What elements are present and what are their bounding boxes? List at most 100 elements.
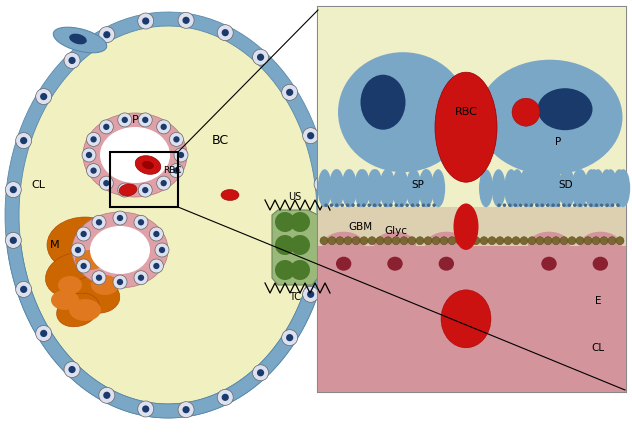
Circle shape <box>584 203 587 207</box>
Ellipse shape <box>153 263 159 269</box>
Circle shape <box>290 235 310 255</box>
Circle shape <box>392 237 400 245</box>
Circle shape <box>149 227 164 241</box>
Bar <box>318 246 626 392</box>
Ellipse shape <box>161 180 167 186</box>
Ellipse shape <box>343 169 357 207</box>
Ellipse shape <box>138 275 144 281</box>
Circle shape <box>328 237 336 245</box>
Circle shape <box>584 237 592 245</box>
Ellipse shape <box>68 57 76 64</box>
Ellipse shape <box>117 279 123 285</box>
Ellipse shape <box>549 169 562 207</box>
Circle shape <box>384 237 392 245</box>
Ellipse shape <box>544 169 558 207</box>
Ellipse shape <box>142 117 149 123</box>
Ellipse shape <box>103 392 111 399</box>
Ellipse shape <box>541 257 557 271</box>
Ellipse shape <box>604 169 617 207</box>
Circle shape <box>303 286 319 302</box>
Ellipse shape <box>425 232 468 260</box>
Ellipse shape <box>407 169 422 207</box>
Circle shape <box>600 203 604 207</box>
Ellipse shape <box>80 231 87 237</box>
Ellipse shape <box>142 18 149 25</box>
Circle shape <box>512 98 540 126</box>
Circle shape <box>253 49 269 65</box>
Ellipse shape <box>319 242 325 249</box>
Ellipse shape <box>367 169 381 207</box>
Circle shape <box>138 401 154 417</box>
Ellipse shape <box>83 113 187 197</box>
Ellipse shape <box>374 232 416 260</box>
Text: CL: CL <box>31 180 45 190</box>
Ellipse shape <box>70 277 120 313</box>
Ellipse shape <box>504 169 518 207</box>
Ellipse shape <box>91 275 119 295</box>
Ellipse shape <box>103 180 109 186</box>
Ellipse shape <box>418 169 432 207</box>
Circle shape <box>551 203 555 207</box>
Circle shape <box>99 176 113 190</box>
Ellipse shape <box>338 52 468 172</box>
Ellipse shape <box>528 232 570 260</box>
Ellipse shape <box>587 169 601 207</box>
Circle shape <box>99 387 115 403</box>
Circle shape <box>303 128 319 144</box>
Ellipse shape <box>80 263 87 269</box>
Ellipse shape <box>103 124 109 130</box>
Ellipse shape <box>142 161 154 169</box>
Circle shape <box>432 237 440 245</box>
Polygon shape <box>272 210 318 285</box>
Circle shape <box>35 88 52 105</box>
Circle shape <box>360 237 368 245</box>
Ellipse shape <box>96 219 102 225</box>
Circle shape <box>616 237 624 245</box>
Ellipse shape <box>286 334 293 341</box>
Circle shape <box>496 237 504 245</box>
Circle shape <box>488 237 496 245</box>
Ellipse shape <box>20 137 27 144</box>
Ellipse shape <box>329 169 343 207</box>
Circle shape <box>87 132 100 147</box>
Circle shape <box>35 326 52 341</box>
Ellipse shape <box>593 257 608 271</box>
Ellipse shape <box>142 405 149 413</box>
Ellipse shape <box>20 286 27 293</box>
Ellipse shape <box>9 237 17 244</box>
Ellipse shape <box>173 168 179 174</box>
Ellipse shape <box>183 17 190 24</box>
Circle shape <box>440 237 448 245</box>
Circle shape <box>530 203 533 207</box>
Circle shape <box>134 215 148 229</box>
Circle shape <box>562 203 566 207</box>
Ellipse shape <box>342 169 356 207</box>
Circle shape <box>113 211 127 225</box>
Circle shape <box>217 25 233 40</box>
Circle shape <box>424 237 432 245</box>
Circle shape <box>400 203 403 207</box>
Circle shape <box>92 271 106 285</box>
Circle shape <box>373 203 377 207</box>
Ellipse shape <box>439 257 454 271</box>
Ellipse shape <box>532 169 545 207</box>
Circle shape <box>408 237 416 245</box>
Ellipse shape <box>535 169 549 207</box>
Ellipse shape <box>47 217 123 273</box>
Text: Glyc: Glyc <box>384 226 408 236</box>
Circle shape <box>16 282 32 297</box>
Circle shape <box>155 243 169 257</box>
Circle shape <box>504 237 512 245</box>
Circle shape <box>314 176 330 192</box>
Circle shape <box>502 203 506 207</box>
Ellipse shape <box>117 215 123 221</box>
Ellipse shape <box>142 187 149 193</box>
Ellipse shape <box>100 127 170 183</box>
Ellipse shape <box>86 152 92 158</box>
Circle shape <box>427 203 430 207</box>
Ellipse shape <box>121 117 128 123</box>
Circle shape <box>560 237 568 245</box>
Ellipse shape <box>392 169 406 207</box>
Text: CL: CL <box>592 343 605 353</box>
Circle shape <box>480 237 488 245</box>
